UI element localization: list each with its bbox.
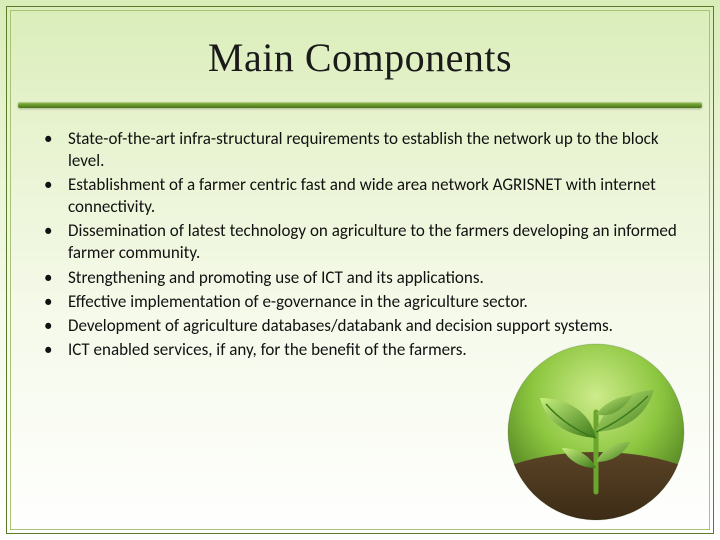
list-item: Dissemination of latest technology on ag… bbox=[34, 220, 680, 264]
bullet-list: State-of-the-art infra-structural requir… bbox=[34, 128, 680, 361]
slide: Main Components State-of-the-art infra-s… bbox=[0, 0, 720, 540]
content-area: State-of-the-art infra-structural requir… bbox=[34, 128, 680, 363]
slide-title: Main Components bbox=[0, 34, 720, 81]
seedling-image bbox=[506, 342, 686, 522]
list-item: Establishment of a farmer centric fast a… bbox=[34, 174, 680, 218]
list-item: Development of agriculture databases/dat… bbox=[34, 315, 680, 337]
list-item: Strengthening and promoting use of ICT a… bbox=[34, 267, 680, 289]
title-underline-rule bbox=[18, 102, 702, 108]
list-item: State-of-the-art infra-structural requir… bbox=[34, 128, 680, 172]
list-item: Effective implementation of e-governance… bbox=[34, 291, 680, 313]
